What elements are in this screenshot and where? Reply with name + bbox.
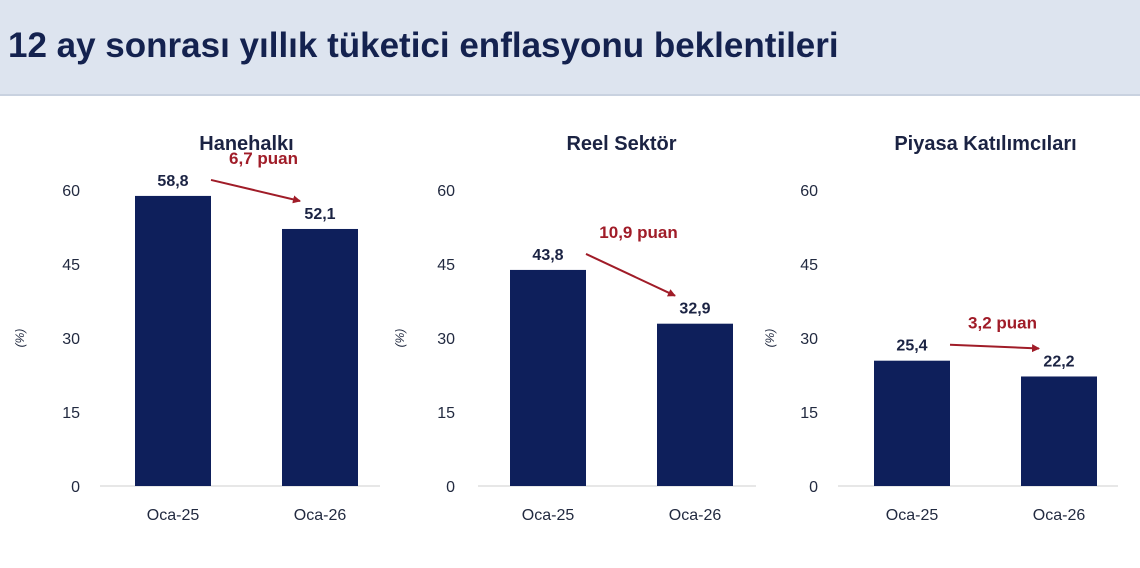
data-label: 58,8 [157,173,188,190]
x-tick-label: Oca-26 [294,507,347,524]
data-label: 52,1 [304,206,335,223]
chart-panel-3: Piyasa Katılımcıları (%) 0 15 30 45 60 25,4 Oca-… [763,133,1118,524]
y-tick-label: 0 [446,479,455,496]
bar-oca-26 [1021,376,1097,486]
charts-area: Hanehalkı (%) 0 15 30 45 60 58,8 Oca-25 52,1 Oca-2… [13,133,1118,524]
y-tick-label: 30 [62,331,80,348]
x-tick-label: Oca-25 [886,507,939,524]
y-tick-label: 30 [800,331,818,348]
y-tick-label: 45 [62,257,80,274]
y-tick-label: 15 [62,405,80,422]
x-tick-label: Oca-25 [522,507,575,524]
y-tick-label: 15 [437,405,455,422]
chart-panel-1: Hanehalkı (%) 0 15 30 45 60 58,8 Oca-25 52,1 Oca-2… [13,133,380,524]
y-tick-label: 60 [800,183,818,200]
y-tick-label: 60 [62,183,80,200]
y-tick-label: 60 [437,183,455,200]
change-annotation: 6,7 puan [229,149,298,168]
x-tick-label: Oca-25 [147,507,200,524]
x-tick-label: Oca-26 [1033,507,1086,524]
bar-oca-26 [657,323,733,486]
change-annotation: 10,9 puan [599,223,677,242]
y-tick-label: 45 [800,257,818,274]
bar-oca-26 [282,228,358,486]
y-axis-label: (%) [13,329,27,348]
page-title: 12 ay sonrası yıllık tüketici enflasyonu… [8,26,839,65]
change-arrow [585,253,676,297]
bar-oca-25 [874,360,950,486]
y-tick-label: 45 [437,257,455,274]
change-arrow [949,343,1040,353]
chart-panel-2: Reel Sektör (%) 0 15 30 45 60 43,8 Oca-25 32,9 Oca… [393,133,756,524]
y-tick-label: 0 [809,479,818,496]
change-annotation: 3,2 puan [968,314,1037,333]
chart-title: Piyasa Katılımcıları [894,133,1076,155]
y-axis-label: (%) [393,329,407,348]
chart-title: Reel Sektör [566,133,676,155]
y-axis-label: (%) [763,329,777,348]
header-bar: 12 ay sonrası yıllık tüketici enflasyonu… [0,0,1140,96]
y-tick-label: 15 [800,405,818,422]
x-tick-label: Oca-26 [669,507,722,524]
data-label: 25,4 [896,338,927,355]
bar-oca-25 [135,195,211,487]
data-label: 32,9 [679,301,710,318]
y-tick-label: 30 [437,331,455,348]
chart-title: Hanehalkı [199,133,293,155]
y-tick-label: 0 [71,479,80,496]
data-label: 43,8 [532,247,563,264]
data-label: 22,2 [1043,353,1074,370]
change-arrow [210,178,301,204]
bar-oca-25 [510,269,586,486]
